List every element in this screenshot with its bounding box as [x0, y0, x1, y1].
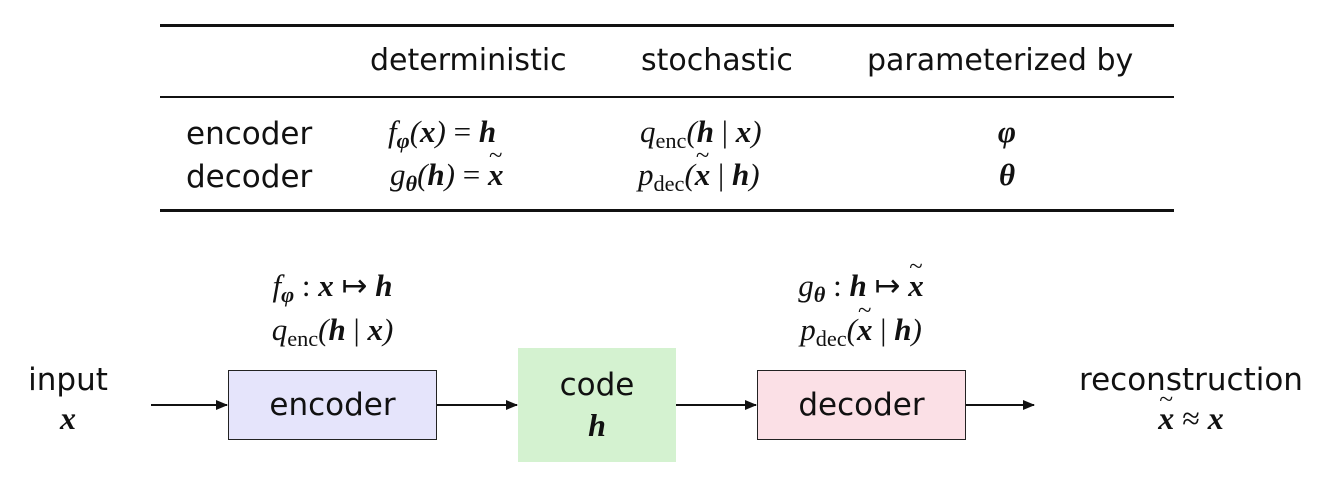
- decoder-deterministic-formula: gθ(h) = x: [390, 142, 503, 197]
- output-node: reconstruction x ≈ x: [1066, 362, 1316, 437]
- encoder-parameter-phi: φ: [997, 114, 1017, 149]
- code-label: code: [559, 366, 635, 403]
- encoder-box-label: encoder: [269, 387, 396, 423]
- decoder-box: decoder: [757, 370, 966, 440]
- encoder-box: encoder: [228, 370, 437, 440]
- encoder-deterministic-formula: fφ(x) = h: [388, 114, 497, 154]
- input-node: input x: [10, 362, 126, 437]
- encoder-distribution-formula: qenc(h | x): [271, 312, 394, 352]
- table-top-rule: [160, 24, 1174, 27]
- header-deterministic: deterministic: [370, 43, 567, 78]
- input-label: input: [28, 362, 108, 398]
- decoder-box-label: decoder: [798, 387, 925, 423]
- decoder-distribution-formula: pdec(x | h): [756, 297, 966, 352]
- code-symbol: h: [588, 406, 606, 443]
- input-symbol: x: [60, 400, 76, 436]
- encoder-stochastic-formula: qenc(h | x): [640, 114, 762, 154]
- output-formula: x ≈ x: [1066, 384, 1316, 437]
- row-label-encoder: encoder: [186, 116, 313, 152]
- decoder-parameter-theta: θ: [998, 157, 1016, 192]
- code-box: code h: [518, 348, 676, 462]
- decoder-map-formula: gθ : h ↦ x: [756, 253, 966, 308]
- header-parameterized-by: parameterized by: [867, 43, 1134, 78]
- row-label-decoder: decoder: [186, 159, 313, 195]
- decoder-stochastic-formula: pdec(x | h): [638, 142, 760, 197]
- encoder-map-formula: fφ : x ↦ h: [272, 268, 393, 308]
- header-stochastic: stochastic: [641, 43, 793, 78]
- table-bottom-rule: [160, 209, 1174, 212]
- table-mid-rule: [160, 96, 1174, 98]
- output-label: reconstruction: [1079, 362, 1303, 398]
